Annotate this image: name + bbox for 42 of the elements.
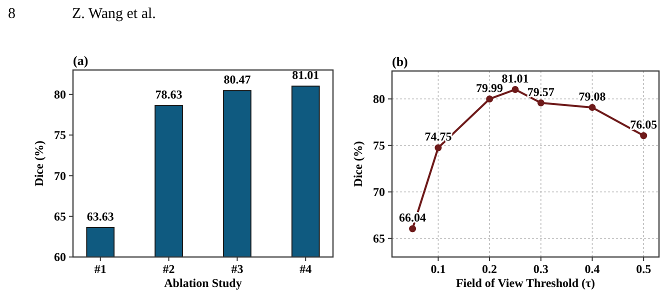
point (409, 225, 416, 232)
y-tick-label: 60 (54, 250, 66, 264)
x-tick-label: 0.3 (533, 262, 548, 276)
y-tick-label: 75 (373, 138, 385, 153)
data-label: 79.57 (527, 84, 554, 99)
point (537, 99, 544, 106)
x-tick-label: #1 (94, 262, 106, 276)
data-label: 81.01 (292, 68, 320, 82)
x-tick-label: #3 (231, 262, 244, 276)
x-tick-label: #2 (162, 262, 175, 276)
x-axis-title: Field of View Threshold (τ) (456, 276, 596, 290)
data-label: 80.47 (224, 72, 251, 87)
y-tick-label: 65 (54, 210, 66, 224)
x-tick-label: 0.2 (482, 262, 498, 276)
x-tick-label: #4 (300, 262, 312, 276)
y-tick-label: 75 (54, 128, 66, 142)
data-label: 79.08 (578, 89, 606, 104)
y-tick-label: 80 (54, 88, 66, 102)
point (512, 86, 519, 94)
y-axis-title: Dice (%) (351, 141, 365, 187)
y-tick-label: 70 (54, 168, 66, 183)
text: Z. Wang et al. (72, 6, 156, 22)
chart-title: (b) (392, 54, 408, 69)
data-label: 81.01 (502, 72, 529, 86)
data-label: 76.05 (630, 118, 658, 132)
point (640, 132, 648, 140)
point (588, 104, 596, 111)
point (434, 144, 442, 152)
x-tick-label: 0.1 (430, 262, 446, 276)
y-tick-label: 65 (373, 232, 385, 246)
y-tick-label: 70 (373, 185, 385, 200)
y-axis-title: Dice (%) (32, 140, 46, 186)
x-tick-label: 0.4 (584, 262, 600, 276)
data-label: 79.99 (476, 80, 504, 95)
y-tick-label: 80 (373, 92, 385, 106)
point (486, 95, 494, 102)
x-tick-label: 0.5 (636, 262, 652, 276)
text: 8 (8, 6, 16, 22)
data-label: 78.63 (155, 88, 182, 102)
chart-title: (a) (73, 53, 88, 68)
x-axis-title: Ablation Study (164, 276, 242, 290)
data-label: 63.63 (86, 209, 114, 224)
